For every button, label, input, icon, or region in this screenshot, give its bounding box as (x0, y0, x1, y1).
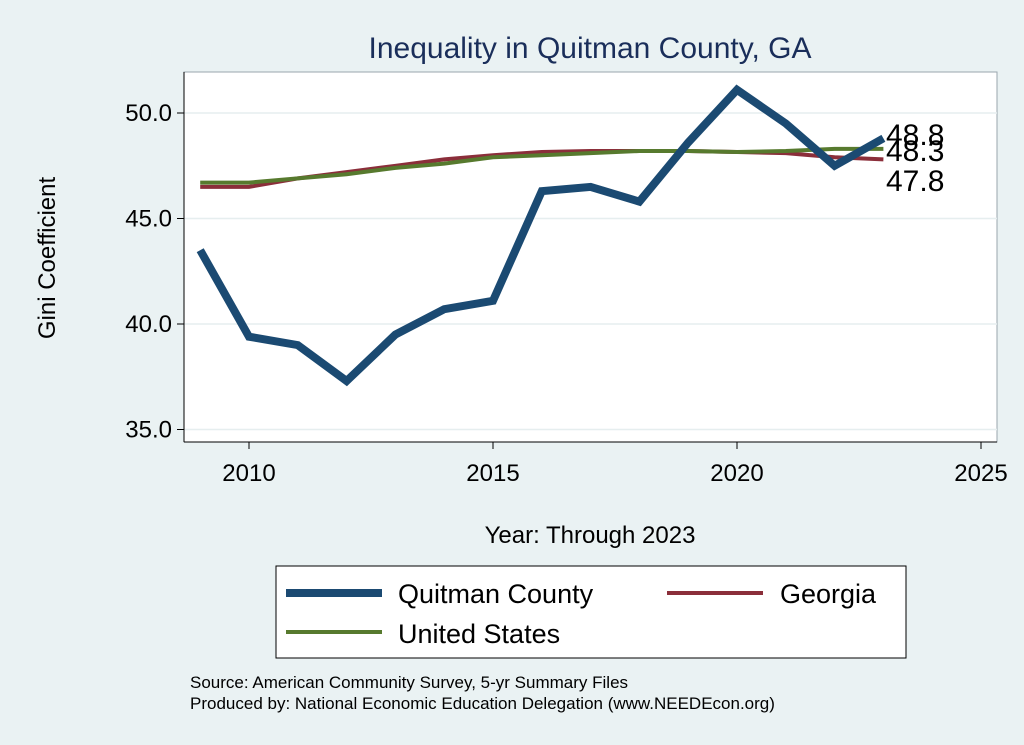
x-tick-label: 2015 (466, 460, 519, 487)
end-label-georgia: 47.8 (886, 165, 944, 198)
producer-note: Produced by: National Economic Education… (190, 694, 775, 713)
source-note: Source: American Community Survey, 5-yr … (190, 673, 628, 692)
end-labels: 48.8 47.848.3 (886, 119, 944, 198)
x-axis-label: Year: Through 2023 (485, 522, 696, 549)
y-tick-label: 50.0 (125, 100, 172, 127)
legend-label-united-states: United States (398, 619, 560, 649)
x-tick-label: 2020 (710, 460, 763, 487)
plot-area (183, 71, 998, 443)
series-line-quitman-county (196, 84, 886, 387)
legend-label-quitman-county: Quitman County (398, 579, 594, 609)
y-tick-label: 45.0 (125, 206, 172, 233)
y-axis-label: Gini Coefficient (34, 177, 61, 340)
x-tick-label: 2010 (222, 460, 275, 487)
legend-box (275, 565, 907, 659)
y-tick-label: 35.0 (125, 417, 172, 444)
series-lines (196, 84, 886, 387)
gridlines (184, 112, 997, 431)
series-line-united-states (200, 146, 884, 185)
x-tick-label: 2025 (954, 460, 1007, 487)
legend: Quitman County Georgia United States (275, 565, 907, 659)
chart-title: Inequality in Quitman County, GA (369, 32, 812, 65)
y-tick-label: 40.0 (125, 311, 172, 338)
axes: 35.0 40.0 45.0 50.0 2010 2015 2020 2025 (125, 72, 1008, 487)
legend-label-georgia: Georgia (780, 579, 877, 609)
end-label-quitman-county: 48.8 (886, 119, 944, 152)
end-label-united-states: 48.3 (886, 135, 944, 168)
